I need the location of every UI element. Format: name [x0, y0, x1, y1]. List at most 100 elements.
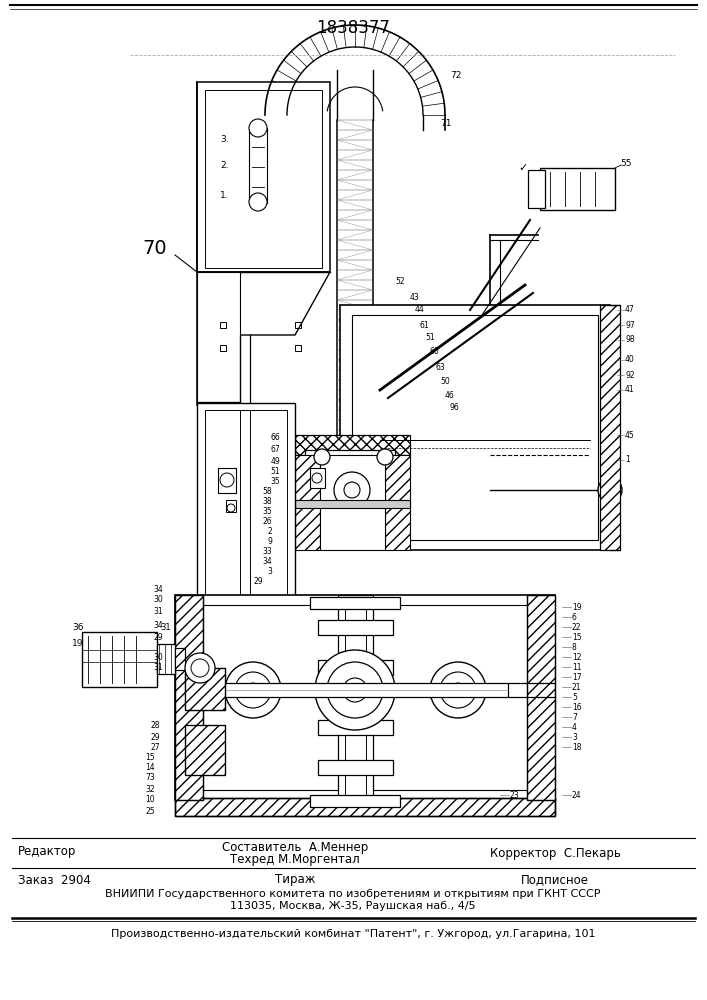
Bar — [218, 468, 236, 493]
Bar — [527, 595, 555, 800]
Text: 70: 70 — [143, 238, 168, 257]
Bar — [305, 450, 395, 465]
Bar — [226, 500, 236, 512]
Bar — [345, 600, 366, 800]
Bar — [318, 660, 393, 675]
Circle shape — [185, 653, 215, 683]
Bar — [310, 795, 400, 807]
Text: 10: 10 — [146, 796, 155, 804]
Bar — [295, 455, 320, 550]
Text: 47: 47 — [625, 306, 635, 314]
Text: 12: 12 — [572, 652, 581, 662]
Bar — [82, 632, 157, 687]
Text: 33: 33 — [262, 548, 272, 556]
Bar — [295, 435, 410, 455]
Text: 113035, Москва, Ж-35, Раушская наб., 4/5: 113035, Москва, Ж-35, Раушская наб., 4/5 — [230, 901, 476, 911]
Bar — [205, 410, 287, 595]
Text: 1.: 1. — [220, 190, 228, 200]
Circle shape — [315, 650, 395, 730]
Bar — [197, 272, 240, 402]
Bar — [175, 648, 185, 670]
Text: 98: 98 — [625, 336, 635, 344]
Text: 19: 19 — [72, 639, 83, 648]
Circle shape — [249, 193, 267, 211]
Text: 25: 25 — [146, 808, 155, 816]
Text: 3.: 3. — [220, 135, 228, 144]
Bar — [185, 605, 545, 790]
Text: 31: 31 — [160, 624, 170, 633]
Bar — [175, 595, 555, 800]
Text: 43: 43 — [410, 292, 420, 302]
Bar — [352, 315, 598, 540]
Bar — [175, 798, 555, 816]
Circle shape — [249, 119, 267, 137]
Text: 63: 63 — [435, 363, 445, 372]
Bar — [197, 82, 330, 272]
Circle shape — [334, 472, 370, 508]
Text: Составитель  А.Меннер: Составитель А.Меннер — [222, 840, 368, 854]
Bar — [185, 668, 225, 710]
Text: 44: 44 — [415, 306, 425, 314]
Text: 15: 15 — [572, 633, 582, 642]
Circle shape — [227, 504, 235, 512]
Text: Редактор: Редактор — [18, 846, 76, 858]
Text: Техред М.Моргентал: Техред М.Моргентал — [230, 852, 360, 865]
Text: 18: 18 — [572, 742, 581, 752]
Text: 1838377: 1838377 — [316, 19, 390, 37]
Polygon shape — [528, 170, 545, 208]
Text: 97: 97 — [625, 320, 635, 330]
Text: 16: 16 — [572, 702, 582, 712]
Circle shape — [598, 478, 622, 502]
Text: 9: 9 — [267, 538, 272, 546]
Text: 1: 1 — [625, 456, 630, 464]
Bar — [220, 345, 226, 351]
Circle shape — [314, 449, 330, 465]
Text: Корректор  С.Пекарь: Корректор С.Пекарь — [489, 846, 621, 859]
Bar — [338, 595, 373, 805]
Text: 60: 60 — [430, 348, 440, 357]
Bar — [318, 620, 393, 635]
Text: 36: 36 — [72, 624, 83, 633]
Bar — [310, 597, 400, 609]
Text: 26: 26 — [262, 518, 272, 526]
Text: 5: 5 — [572, 692, 577, 702]
Bar — [340, 305, 610, 550]
Text: 50: 50 — [440, 377, 450, 386]
Bar — [185, 668, 225, 710]
Text: 4: 4 — [572, 722, 577, 732]
Bar — [203, 683, 508, 697]
Circle shape — [430, 662, 486, 718]
Text: 32: 32 — [146, 786, 155, 794]
Bar — [220, 322, 226, 328]
Text: 34: 34 — [262, 558, 272, 566]
Text: 35: 35 — [262, 508, 272, 516]
Bar — [527, 595, 555, 800]
Text: 14: 14 — [146, 764, 155, 772]
Polygon shape — [197, 272, 330, 335]
Bar — [295, 322, 301, 328]
Text: 35: 35 — [270, 478, 280, 487]
Text: 45: 45 — [625, 430, 635, 440]
Text: 31: 31 — [153, 607, 163, 616]
Text: 58: 58 — [262, 488, 272, 496]
Text: 3: 3 — [572, 732, 577, 742]
Circle shape — [225, 662, 281, 718]
Bar — [185, 668, 225, 710]
Text: ВНИИПИ Государственного комитета по изобретениям и открытиям при ГКНТ СССР: ВНИИПИ Государственного комитета по изоб… — [105, 889, 601, 899]
Text: 7: 7 — [572, 712, 577, 722]
Text: 71: 71 — [440, 118, 452, 127]
Text: 31: 31 — [153, 664, 163, 672]
Bar — [185, 725, 225, 775]
Text: 6: 6 — [572, 612, 577, 621]
Text: 38: 38 — [262, 497, 272, 506]
Bar — [197, 403, 295, 603]
Bar — [175, 648, 185, 670]
Text: 8: 8 — [572, 643, 577, 652]
Text: 23: 23 — [510, 790, 520, 800]
Text: 61: 61 — [420, 320, 430, 330]
Text: 2: 2 — [267, 528, 272, 536]
Text: 22: 22 — [572, 622, 581, 632]
Text: 66: 66 — [270, 432, 280, 442]
Circle shape — [312, 473, 322, 483]
Text: 73: 73 — [145, 774, 155, 782]
